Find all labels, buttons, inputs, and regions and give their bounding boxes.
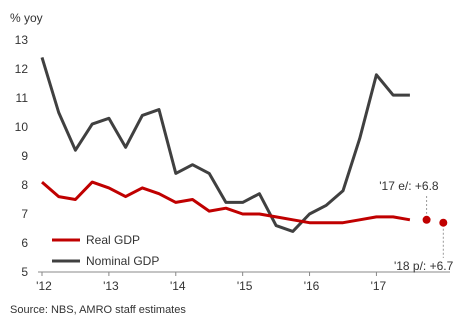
x-tick-labels: '12 '13 '14 '15 '16 '17 [36,272,387,293]
y-tick-label: 9 [21,149,28,163]
y-tick-label: 12 [15,62,29,76]
x-tick-label: '13 [103,279,119,293]
x-tick-label: '12 [36,279,52,293]
y-tick-label: 5 [21,265,28,279]
y-tick-label: 6 [21,236,28,250]
y-axis-label: % yoy [10,11,43,25]
projection-point [422,215,431,224]
point-label: '17 e/: +6.8 [379,179,439,193]
x-tick-label: '14 [170,279,186,293]
y-tick-label: 13 [15,33,29,47]
y-tick-labels: 5 6 7 8 9 10 11 12 13 [15,33,29,279]
source-note: Source: NBS, AMRO staff estimates [10,304,186,316]
x-tick-label: '15 [237,279,253,293]
point-label: '18 p/: +6.7 [394,259,454,273]
legend: Real GDP Nominal GDP [52,233,159,268]
y-tick-label: 11 [16,91,29,105]
y-tick-label: 8 [21,178,28,192]
projection-point [439,218,448,227]
x-tick-label: '17 [371,279,387,293]
series-lines [40,56,411,233]
legend-label: Real GDP [86,233,140,247]
projection-points: '17 e/: +6.8 '18 p/: +6.7 [379,179,453,273]
x-tick-label: '16 [304,279,320,293]
series-line-real-gdp [41,180,411,225]
legend-label: Nominal GDP [86,254,159,268]
y-tick-label: 10 [15,120,29,134]
series-line-nominal-gdp [40,56,410,233]
y-tick-label: 7 [21,207,28,221]
